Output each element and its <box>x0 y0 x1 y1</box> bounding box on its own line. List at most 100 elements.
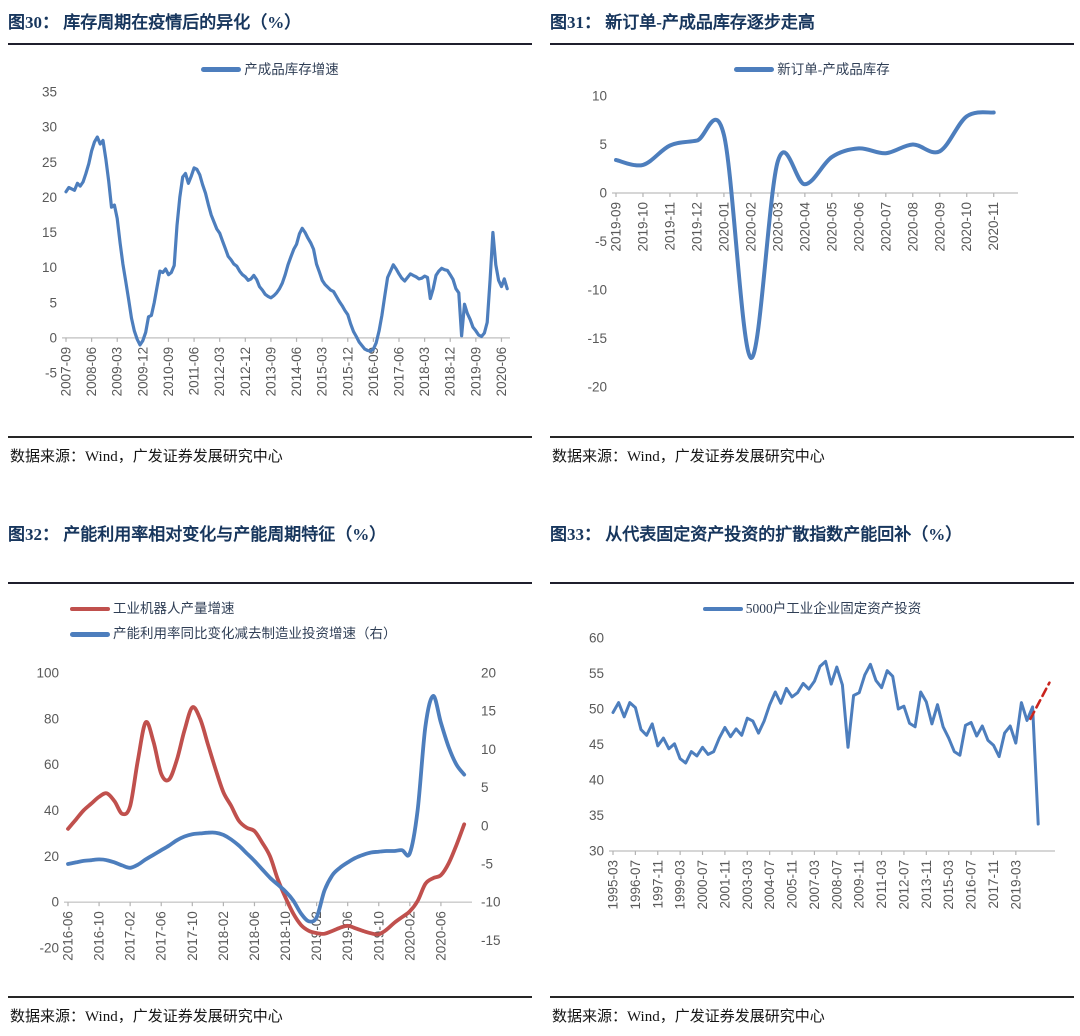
svg-text:2017-11: 2017-11 <box>986 860 1001 909</box>
svg-text:2018-02: 2018-02 <box>216 912 231 962</box>
chart-31-canvas: 2019-09 2019-10 2019-11 2019-12 2020-01 2020-… <box>587 88 1018 394</box>
svg-text:2000-07: 2000-07 <box>695 860 710 910</box>
svg-text:2020-01: 2020-01 <box>716 202 731 252</box>
legend-line-swatch <box>70 632 110 637</box>
svg-text:15: 15 <box>481 704 496 719</box>
svg-text:2010-09: 2010-09 <box>161 347 176 397</box>
svg-text:0: 0 <box>599 185 607 200</box>
svg-text:-5: -5 <box>595 234 607 249</box>
legend-line-swatch <box>702 606 743 612</box>
svg-text:2019-11: 2019-11 <box>662 202 677 251</box>
svg-text:45: 45 <box>589 737 604 752</box>
legend-line-swatch <box>201 67 242 72</box>
svg-text:1999-03: 1999-03 <box>673 860 688 910</box>
legend-line-swatch <box>734 67 775 72</box>
svg-text:2013-09: 2013-09 <box>263 347 278 397</box>
svg-text:2019-02: 2019-02 <box>309 912 324 962</box>
svg-text:35: 35 <box>589 808 604 823</box>
svg-text:2020-09: 2020-09 <box>932 202 947 252</box>
legend-33: 5000户工业企业固定资产投资 <box>550 601 1074 617</box>
svg-text:2008-06: 2008-06 <box>84 347 99 397</box>
svg-text:2008-07: 2008-07 <box>829 860 844 910</box>
data-source-text: 数据来源：Wind，广发证券发展研究中心 <box>10 449 283 465</box>
svg-text:2020-07: 2020-07 <box>878 202 893 252</box>
legend-32: 工业机器人产量增速 产能利用率同比变化减去制造业投资增速（右） <box>8 601 532 642</box>
svg-text:15: 15 <box>42 225 57 240</box>
svg-text:2018-12: 2018-12 <box>443 347 458 397</box>
svg-text:-10: -10 <box>587 282 607 297</box>
svg-text:100: 100 <box>36 666 59 681</box>
svg-text:2017-06: 2017-06 <box>154 912 169 962</box>
svg-text:2009-03: 2009-03 <box>110 347 125 397</box>
svg-text:10: 10 <box>42 260 57 275</box>
svg-text:2003-03: 2003-03 <box>740 860 755 910</box>
svg-text:2011-06: 2011-06 <box>187 347 202 396</box>
svg-text:2020-02: 2020-02 <box>402 912 417 962</box>
svg-text:2013-11: 2013-11 <box>919 860 934 909</box>
svg-text:2020-08: 2020-08 <box>905 202 920 252</box>
svg-text:2016-07: 2016-07 <box>964 860 979 910</box>
chart-32-canvas: 2016-06 2016-10 2017-02 2017-06 2017-10 2018-… <box>36 666 501 962</box>
svg-text:2019-06: 2019-06 <box>340 912 355 962</box>
data-source-31: 数据来源：Wind，广发证券发展研究中心 <box>550 436 1074 470</box>
svg-text:2020-03: 2020-03 <box>770 202 785 252</box>
legend-label: 5000户工业企业固定资产投资 <box>745 601 922 616</box>
legend-30: 产成品库存增速 <box>8 62 532 78</box>
svg-text:2019-03: 2019-03 <box>1008 860 1023 910</box>
data-source-text: 数据来源：Wind，广发证券发展研究中心 <box>552 449 825 465</box>
svg-text:2015-12: 2015-12 <box>340 347 355 397</box>
svg-text:2017-02: 2017-02 <box>123 912 138 962</box>
figure-title-30: 图30： 库存周期在疫情后的异化（%） <box>8 8 532 45</box>
svg-text:2007-09: 2007-09 <box>59 347 74 397</box>
legend-31: 新订单-产成品库存 <box>550 62 1074 78</box>
report-charts-grid: 图30： 库存周期在疫情后的异化（%） 产成品库存增速 2007-09 2008-… <box>8 8 1074 1030</box>
svg-text:60: 60 <box>589 631 604 646</box>
svg-text:2018-06: 2018-06 <box>247 912 262 962</box>
svg-text:35: 35 <box>42 84 57 99</box>
svg-text:2019-12: 2019-12 <box>689 202 704 252</box>
svg-text:-20: -20 <box>39 941 59 956</box>
figure-title-33: 图33： 从代表固定资产投资的扩散指数产能回补（%） <box>550 520 1074 584</box>
figure-title-32: 图32： 产能利用率相对变化与产能周期特征（%） <box>8 520 532 584</box>
svg-text:10: 10 <box>592 88 607 103</box>
svg-text:60: 60 <box>44 758 59 773</box>
legend-line-swatch <box>70 606 110 612</box>
svg-text:2019-09: 2019-09 <box>468 347 483 397</box>
legend-item: 新订单-产成品库存 <box>550 62 1074 78</box>
figure-card-31: 图31： 新订单-产成品库存逐步走高 新订单-产成品库存 2019-09 2019… <box>550 8 1074 470</box>
svg-text:2005-11: 2005-11 <box>785 860 800 909</box>
svg-text:2019-10: 2019-10 <box>635 202 650 252</box>
chart-30-canvas: 2007-09 2008-06 2009-03 2009-12 2010-09 2011-… <box>42 84 510 397</box>
figure-title-31: 图31： 新订单-产成品库存逐步走高 <box>550 8 1074 45</box>
legend-label: 产能利用率同比变化减去制造业投资增速（右） <box>113 626 397 642</box>
data-source-text: 数据来源：Wind，广发证券发展研究中心 <box>10 1009 283 1026</box>
svg-text:2018-10: 2018-10 <box>278 912 293 962</box>
svg-text:2012-12: 2012-12 <box>238 347 253 397</box>
svg-text:-10: -10 <box>481 895 501 910</box>
legend-item: 工业机器人产量增速 <box>8 601 532 617</box>
svg-text:2020-02: 2020-02 <box>743 202 758 252</box>
svg-text:2009-11: 2009-11 <box>852 860 867 909</box>
svg-text:1995-03: 1995-03 <box>606 860 621 910</box>
data-source-30: 数据来源：Wind，广发证券发展研究中心 <box>8 436 532 470</box>
svg-text:2015-03: 2015-03 <box>315 347 330 397</box>
svg-text:2011-03: 2011-03 <box>874 860 889 909</box>
svg-text:2001-11: 2001-11 <box>717 860 732 909</box>
svg-text:-20: -20 <box>587 379 607 394</box>
svg-text:2009-12: 2009-12 <box>135 347 150 397</box>
svg-text:2020-06: 2020-06 <box>433 912 448 962</box>
legend-label: 工业机器人产量增速 <box>113 601 235 616</box>
svg-text:2004-07: 2004-07 <box>762 860 777 910</box>
figure-card-33: 图33： 从代表固定资产投资的扩散指数产能回补（%） 5000户工业企业固定资产… <box>550 520 1074 1030</box>
svg-text:10: 10 <box>481 742 496 757</box>
svg-text:-15: -15 <box>587 331 607 346</box>
svg-text:5: 5 <box>481 780 489 795</box>
chart-33-canvas: 1995-03 1996-07 1997-11 1999-03 2000-07 2001-… <box>589 631 1055 910</box>
svg-text:2017-10: 2017-10 <box>185 912 200 962</box>
svg-text:0: 0 <box>481 819 489 834</box>
legend-item: 产成品库存增速 <box>8 62 532 78</box>
svg-text:20: 20 <box>42 190 57 205</box>
svg-text:2020-06: 2020-06 <box>851 202 866 252</box>
svg-text:5: 5 <box>599 137 607 152</box>
svg-text:2016-10: 2016-10 <box>92 912 107 962</box>
